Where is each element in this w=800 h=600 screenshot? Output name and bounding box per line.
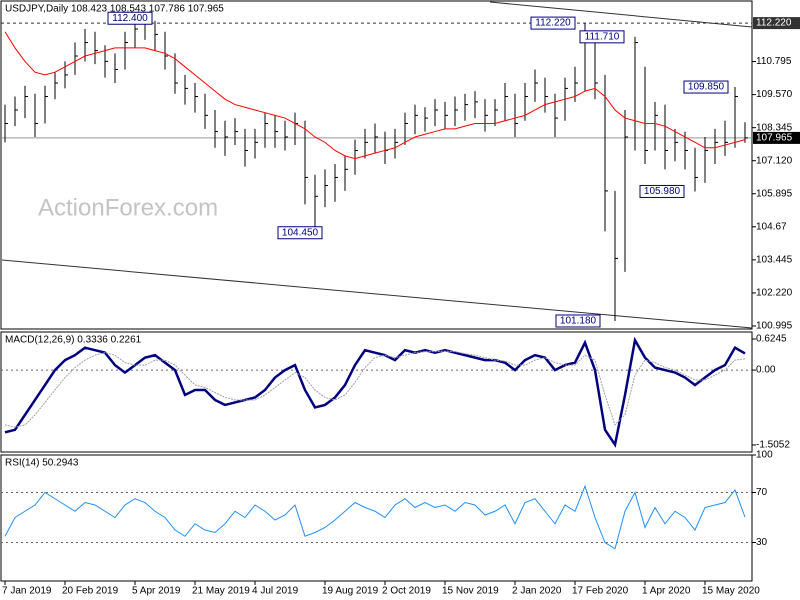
rsi-title: RSI(14) 50.2943 — [5, 458, 79, 469]
x-tick-label: 17 Feb 2020 — [572, 586, 629, 597]
y-tick-label: 108.345 — [756, 122, 793, 133]
annotation-box — [639, 184, 685, 198]
watermark: ActionForex.com — [38, 194, 218, 221]
x-tick-label: 20 Feb 2019 — [62, 586, 119, 597]
rsi-line — [4, 484, 746, 550]
moving-average — [4, 31, 746, 160]
chart-title: USDJPY,Daily 108.423 108.543 107.786 107… — [5, 4, 224, 15]
x-tick-label: 19 Aug 2019 — [322, 586, 379, 597]
y-tick-label: 104.67 — [756, 221, 787, 232]
annotation-label: 111.710 — [585, 31, 620, 42]
x-tick-label: 15 May 2020 — [702, 586, 760, 597]
x-tick-label: 15 Nov 2019 — [442, 586, 499, 597]
y-tick-label: 105.895 — [756, 188, 793, 199]
x-tick-label: 4 Jul 2019 — [252, 586, 299, 597]
x-tick-label: 2 Jan 2020 — [512, 586, 562, 597]
annotation-label: 109.850 — [688, 82, 725, 93]
y-tick-label: 100 — [756, 450, 773, 461]
annotation-box — [277, 226, 323, 240]
annotation-box — [683, 80, 729, 94]
y-tick-label: 109.570 — [756, 89, 793, 100]
y-tick-label: 102.220 — [756, 288, 793, 299]
y-tick-label: 0.00 — [756, 365, 776, 376]
signal-line — [4, 350, 746, 428]
y-tick-label: -1.5052 — [756, 440, 790, 451]
macd-panel — [0, 331, 753, 453]
macd-title: MACD(12,26,9) 0.3336 0.2261 — [5, 335, 142, 346]
trend-line — [489, 1, 753, 28]
y-tick-label: 110.795 — [756, 56, 792, 67]
y-tick-label: 70 — [756, 487, 768, 498]
last-price-label: 107.965 — [756, 133, 793, 144]
x-tick-label: 1 Apr 2020 — [642, 586, 691, 597]
annotation-label: 112.400 — [112, 13, 148, 24]
annotation-box — [530, 16, 576, 30]
y-tick-label: 30 — [756, 537, 768, 548]
price-panel — [0, 0, 753, 330]
annotation-box — [579, 30, 625, 44]
level-label: 112.220 — [756, 18, 792, 29]
x-tick-label: 21 May 2019 — [192, 586, 250, 597]
y-tick-label: 103.445 — [756, 255, 793, 266]
annotation-box — [107, 11, 153, 25]
macd-line — [4, 336, 746, 448]
last-price-box — [753, 131, 800, 144]
trend-line — [1, 259, 753, 329]
annotation-label: 112.220 — [535, 18, 571, 29]
x-tick-label: 5 Apr 2019 — [132, 586, 181, 597]
y-tick-label: 107.120 — [756, 155, 793, 166]
annotation-label: 104.450 — [282, 227, 319, 238]
x-tick-label: 2 Oct 2019 — [382, 586, 431, 597]
level-box — [753, 17, 800, 30]
rsi-panel — [0, 454, 753, 582]
plot-layer: 100.995 102.220 103.445 104.67 105.895 107.12… — [1, 11, 800, 597]
y-tick-label: 100.995 — [756, 321, 793, 332]
annotation-label: 105.980 — [644, 186, 681, 197]
y-tick-label: 0.6245 — [756, 334, 787, 345]
x-tick-label: 7 Jan 2019 — [2, 586, 52, 597]
annotation-label: 101.180 — [560, 316, 597, 327]
annotation-box — [555, 314, 601, 328]
